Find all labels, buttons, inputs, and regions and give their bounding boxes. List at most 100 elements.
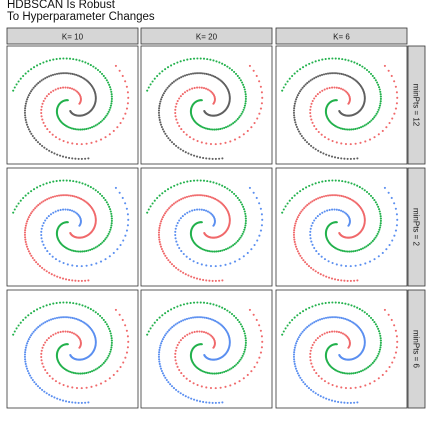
point-2-2-outer-85: [303, 329, 306, 332]
point-1-0-middle-61: [108, 230, 111, 233]
point-2-1-outer-111: [170, 385, 174, 388]
point-0-0-outer-88: [30, 90, 33, 93]
point-0-1-outer-113: [175, 144, 178, 147]
point-0-1-middle-55: [235, 119, 238, 122]
point-2-1-middle-64: [244, 346, 247, 349]
point-1-2-outer-89: [297, 214, 300, 217]
point-0-2-middle-37: [338, 126, 341, 129]
point-2-0-inner-58: [127, 340, 130, 343]
point-0-1-middle-78: [233, 70, 236, 73]
point-0-0-outer-73: [55, 72, 59, 75]
point-1-2-outer-80: [311, 200, 314, 203]
point-0-0-outer-89: [28, 92, 31, 95]
point-1-2-middle-85: [350, 182, 353, 185]
point-0-1-outer-109: [167, 137, 170, 140]
point-2-0-middle-38: [70, 371, 73, 374]
point-0-0-middle-89: [68, 57, 72, 60]
point-1-2-outer-125: [343, 279, 346, 282]
point-0-1-outer-107: [164, 132, 167, 135]
point-1-1-outer-64: [207, 195, 210, 198]
point-1-1-inner-22: [183, 213, 187, 216]
point-0-2-outer-88: [299, 90, 302, 93]
point-2-0-outer-69: [63, 316, 67, 319]
point-2-0-outer-123: [68, 400, 71, 403]
point-1-2-inner-62: [390, 196, 393, 199]
point-2-0-inner-13: [71, 331, 74, 334]
point-1-0-middle-86: [78, 181, 81, 184]
point-2-1-middle-108: [147, 330, 150, 333]
column-strip-0: [6, 27, 139, 45]
point-0-2-outer-63: [344, 73, 347, 76]
point-1-1-inner-60: [259, 207, 262, 210]
point-2-2-outer-70: [330, 316, 334, 319]
point-1-0-middle-62: [109, 228, 112, 231]
point-0-1-outer-77: [182, 75, 185, 78]
point-1-1-outer-66: [203, 194, 206, 197]
point-0-2-outer-91: [295, 96, 298, 99]
point-0-2-middle-109: [281, 89, 284, 92]
point-1-2-middle-43: [348, 250, 351, 253]
point-1-2-outer-105: [296, 250, 299, 253]
point-0-0-inner-33: [42, 121, 45, 124]
point-0-1-middle-67: [244, 95, 247, 98]
point-0-2-outer-79: [313, 77, 316, 80]
point-0-2-outer-101: [293, 118, 296, 122]
point-0-2-middle-44: [350, 128, 353, 131]
point-1-2-outer-78: [315, 198, 318, 201]
point-0-0-inner-64: [114, 64, 117, 67]
point-1-1-inner-59: [260, 213, 263, 216]
point-1-1-outer-126: [211, 279, 214, 282]
point-1-0-inner-51: [112, 251, 115, 255]
point-1-1-middle-69: [244, 212, 247, 215]
point-2-2-outer-61: [347, 319, 350, 322]
point-1-1-middle-53: [232, 244, 235, 247]
point-2-2-inner-28: [309, 349, 312, 352]
point-0-1-inner-25: [178, 97, 181, 100]
point-1-2-inner-49: [373, 258, 376, 261]
point-1-0-inner-12: [72, 210, 75, 213]
panel-2-2: [275, 289, 408, 409]
point-1-0-outer-71: [59, 194, 63, 197]
point-2-0-middle-66: [110, 341, 113, 344]
point-0-0-middle-45: [83, 128, 86, 131]
point-1-0-inner-11: [74, 211, 77, 214]
point-0-2-middle-60: [376, 110, 379, 113]
point-2-1-outer-68: [199, 316, 203, 319]
point-0-1-outer-83: [171, 82, 174, 85]
point-0-2-outer-107: [299, 132, 302, 135]
point-2-2-middle-74: [374, 323, 377, 326]
panel-1-2: [275, 167, 408, 287]
point-1-1-middle-76: [236, 196, 239, 199]
point-1-2-middle-49: [359, 248, 363, 251]
point-2-0-outer-116: [48, 393, 51, 396]
point-1-2-inner-31: [309, 237, 312, 240]
point-1-1-outer-84: [169, 205, 172, 208]
point-0-0-middle-99: [36, 64, 39, 67]
point-2-0-outer-65: [71, 316, 74, 320]
panel-0-1: [140, 45, 273, 165]
point-1-2-inner-18: [328, 208, 331, 212]
panel-2-0: [6, 289, 139, 409]
point-0-0-middle-70: [109, 88, 112, 91]
column-strip-1: [140, 27, 273, 45]
point-1-1-middle-95: [182, 181, 186, 184]
point-2-2-outer-118: [322, 396, 325, 399]
point-0-2-middle-61: [377, 108, 380, 111]
point-1-1-middle-66: [244, 219, 247, 222]
point-0-1-outer-101: [158, 118, 161, 122]
point-2-1-middle-69: [244, 334, 247, 337]
point-0-2-outer-105: [296, 128, 299, 131]
point-0-0-middle-53: [98, 122, 101, 125]
point-2-1-inner-30: [174, 355, 177, 359]
point-1-2-middle-68: [379, 215, 382, 218]
point-2-0-outer-120: [59, 398, 62, 401]
point-2-2-middle-94: [321, 302, 324, 305]
point-2-0-middle-106: [17, 324, 20, 327]
point-0-2-inner-51: [381, 129, 384, 133]
point-2-2-inner-58: [396, 340, 399, 343]
point-2-1-outer-83: [171, 326, 174, 329]
point-2-0-inner-31: [40, 359, 43, 362]
point-0-2-middle-97: [311, 61, 314, 64]
point-2-0-middle-74: [105, 323, 108, 326]
point-2-2-inner-20: [323, 332, 326, 335]
